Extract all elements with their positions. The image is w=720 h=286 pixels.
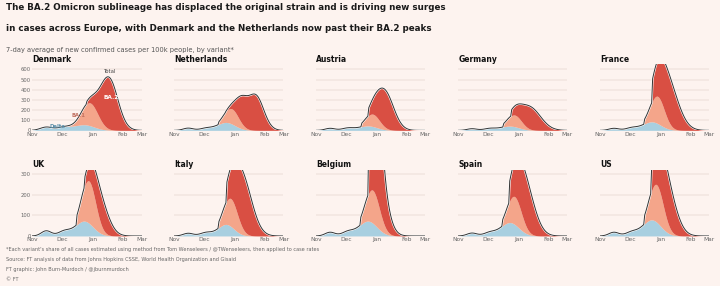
Text: *Each variant's share of all cases estimated using method from Tom Wenseleers / : *Each variant's share of all cases estim…	[6, 247, 319, 252]
Text: 7-day average of new confirmed cases per 100k people, by variant*: 7-day average of new confirmed cases per…	[6, 47, 233, 53]
Text: Italy: Italy	[174, 160, 194, 169]
Text: BA.2: BA.2	[104, 95, 120, 100]
Text: UK: UK	[32, 160, 45, 169]
Text: Germany: Germany	[458, 55, 497, 63]
Text: Belgium: Belgium	[316, 160, 351, 169]
Text: US: US	[600, 160, 612, 169]
Text: Delta: Delta	[49, 124, 65, 129]
Text: Netherlands: Netherlands	[174, 55, 228, 63]
Text: © FT: © FT	[6, 277, 18, 282]
Text: Total: Total	[104, 69, 116, 74]
Text: Denmark: Denmark	[32, 55, 71, 63]
Text: The BA.2 Omicron sublineage has displaced the original strain and is driving new: The BA.2 Omicron sublineage has displace…	[6, 3, 446, 12]
Text: FT graphic: John Burn-Murdoch / @jburnmurdoch: FT graphic: John Burn-Murdoch / @jburnmu…	[6, 267, 128, 272]
Text: Source: FT analysis of data from Johns Hopkins CSSE, World Health Organization a: Source: FT analysis of data from Johns H…	[6, 257, 235, 262]
Text: in cases across Europe, with Denmark and the Netherlands now past their BA.2 pea: in cases across Europe, with Denmark and…	[6, 24, 431, 33]
Text: BA.1: BA.1	[71, 113, 85, 118]
Text: France: France	[600, 55, 629, 63]
Text: Austria: Austria	[316, 55, 347, 63]
Text: Spain: Spain	[458, 160, 482, 169]
